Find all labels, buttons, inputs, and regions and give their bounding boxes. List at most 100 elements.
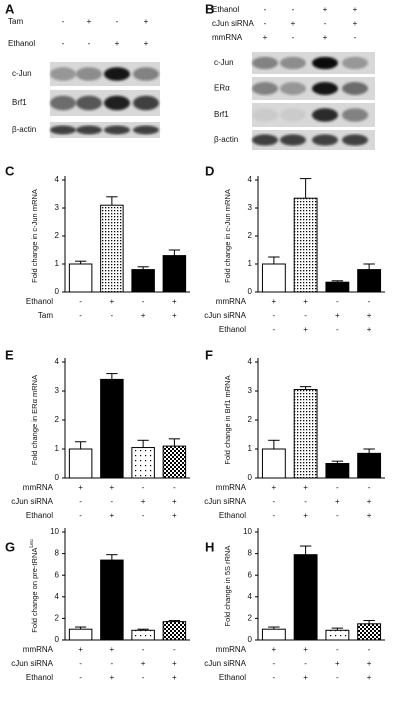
condition-sign: +: [110, 673, 115, 682]
condition-sign: -: [62, 39, 65, 48]
condition-sign: +: [367, 659, 372, 668]
condition-sign: +: [172, 497, 177, 506]
y-tick-label: 1: [55, 444, 60, 453]
condition-sign: -: [336, 325, 339, 334]
condition-label: cJun siRNA: [11, 659, 53, 668]
bar: [261, 628, 286, 641]
panel-label: D: [205, 163, 214, 178]
y-tick-label: 1: [248, 259, 253, 268]
condition-sign: +: [272, 645, 277, 654]
y-tick-label: 0: [248, 473, 253, 482]
blot-band: [280, 82, 306, 95]
condition-sign: +: [303, 297, 308, 306]
band-label: β-actin: [214, 135, 238, 144]
blot-band: [252, 82, 278, 95]
y-axis-label-text: Fold change in Brf1 mRNA: [223, 375, 232, 464]
y-tick-label: 0: [55, 635, 60, 644]
bar: [162, 255, 187, 293]
condition-label: Ethanol: [212, 5, 239, 14]
bar: [325, 629, 350, 641]
y-tick-label: 4: [248, 357, 253, 366]
panel-label: B: [205, 1, 214, 16]
y-tick-label: 4: [248, 592, 253, 601]
y-axis-label: Fold change in c-Jun mRNA: [223, 189, 232, 283]
blot-band: [104, 95, 130, 111]
condition-sign: -: [79, 297, 82, 306]
condition-sign: +: [110, 645, 115, 654]
condition-label: Tam: [38, 311, 53, 320]
condition-label: Ethanol: [26, 673, 53, 682]
condition-sign: -: [304, 659, 307, 668]
y-tick-label: 2: [55, 231, 60, 240]
y-tick-label: 3: [55, 203, 60, 212]
condition-sign: -: [273, 311, 276, 320]
condition-sign: -: [336, 511, 339, 520]
y-tick-label: 4: [55, 592, 60, 601]
condition-sign: +: [141, 311, 146, 320]
y-tick-label: 0: [248, 287, 253, 296]
condition-sign: -: [336, 483, 339, 492]
condition-sign: +: [272, 483, 277, 492]
condition-sign: +: [367, 311, 372, 320]
condition-sign: -: [273, 673, 276, 682]
y-axis-label: Fold change in 5S rRNA: [223, 546, 232, 627]
condition-label: mmRNA: [23, 645, 54, 654]
y-axis-label-text: Fold change in ERα mRNA: [30, 375, 39, 465]
y-tick-label: 8: [248, 549, 253, 558]
y-tick-label: 10: [243, 527, 252, 536]
blot-band: [76, 125, 102, 135]
y-tick-label: 3: [248, 203, 253, 212]
blot-band: [312, 134, 338, 146]
blot-band: [252, 134, 278, 146]
condition-sign: +: [110, 511, 115, 520]
condition-sign: +: [323, 33, 328, 42]
condition-sign: -: [354, 33, 357, 42]
condition-sign: -: [142, 483, 145, 492]
y-tick-label: 1: [248, 444, 253, 453]
y-tick-label: 4: [55, 175, 60, 184]
condition-sign: +: [367, 511, 372, 520]
y-tick-label: 0: [55, 287, 60, 296]
condition-sign: -: [142, 673, 145, 682]
y-axis-label: Fold change in ERα mRNA: [30, 375, 39, 465]
y-tick-label: 0: [55, 473, 60, 482]
condition-sign: -: [111, 311, 114, 320]
blot-band: [312, 108, 338, 122]
condition-sign: +: [78, 645, 83, 654]
y-tick-label: 2: [55, 415, 60, 424]
y-axis-label-text: Fold change in c-Jun mRNA: [30, 189, 39, 283]
condition-sign: -: [336, 645, 339, 654]
condition-sign: -: [304, 497, 307, 506]
blot-band: [342, 82, 368, 95]
condition-sign: +: [367, 497, 372, 506]
condition-sign: -: [368, 297, 371, 306]
condition-sign: -: [111, 659, 114, 668]
blot-band: [342, 108, 368, 122]
y-axis-label: Fold change in Brf1 mRNA: [223, 375, 232, 464]
panel-label: A: [5, 1, 15, 16]
condition-sign: -: [173, 483, 176, 492]
condition-sign: -: [368, 645, 371, 654]
condition-label: cJun siRNA: [204, 497, 246, 506]
condition-sign: +: [141, 497, 146, 506]
y-tick-label: 6: [248, 570, 253, 579]
condition-sign: +: [303, 511, 308, 520]
blot-band: [50, 95, 76, 111]
condition-sign: -: [273, 497, 276, 506]
condition-sign: -: [273, 511, 276, 520]
band-label: Brf1: [214, 110, 229, 119]
y-tick-label: 4: [55, 357, 60, 366]
y-axis-label-text: Fold change on pre-tRNA: [30, 548, 39, 633]
condition-sign: -: [173, 645, 176, 654]
condition-sign: +: [353, 5, 358, 14]
y-axis-label: Fold change in c-Jun mRNA: [30, 189, 39, 283]
blot-band: [342, 134, 368, 146]
condition-sign: -: [79, 673, 82, 682]
blot-band: [133, 67, 159, 81]
blot-band: [342, 56, 368, 70]
condition-sign: -: [368, 483, 371, 492]
y-tick-label: 6: [55, 570, 60, 579]
condition-sign: -: [292, 5, 295, 14]
y-tick-label: 3: [248, 386, 253, 395]
panel-label: F: [205, 347, 213, 362]
